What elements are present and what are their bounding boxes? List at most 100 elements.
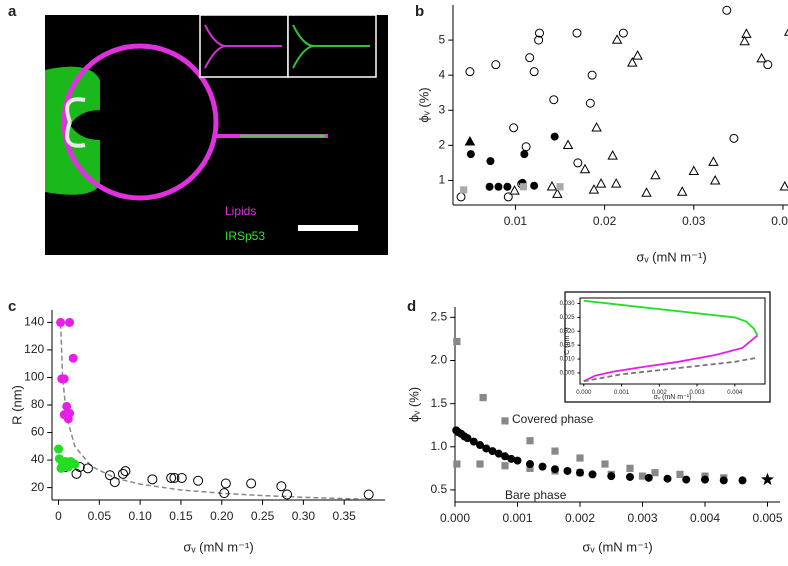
point (479, 393, 487, 402)
annotation: Bare phase (505, 488, 567, 502)
point (576, 468, 584, 477)
x-tick-label: 0.03 (682, 214, 706, 228)
panel-label: b (415, 3, 424, 20)
x-tick-label: 0.004 (690, 511, 720, 525)
point (552, 188, 563, 198)
x-tick-label: 0.000 (440, 511, 470, 525)
point (71, 468, 82, 479)
chart: 0.000 0.001 0.002 0.003 0.004 0.005 0.010 0.015… (560, 291, 771, 403)
point (610, 178, 622, 188)
point (519, 183, 528, 191)
point (453, 337, 461, 346)
point (538, 462, 547, 471)
point (526, 437, 534, 445)
point (456, 192, 466, 202)
point (682, 475, 691, 484)
x-tick-label: 0.001 (502, 511, 532, 525)
point (632, 50, 643, 60)
y-tick-label: 40 (31, 452, 45, 466)
line (583, 299, 759, 336)
point (576, 454, 584, 462)
x-tick-label: 0.005 (752, 511, 782, 525)
point (573, 158, 583, 168)
point (587, 70, 597, 80)
point (59, 374, 69, 384)
point (68, 353, 78, 363)
inset-protein-shape (292, 24, 370, 69)
point (276, 481, 287, 492)
point (521, 142, 531, 152)
y-tick-label: 0.025 (560, 315, 576, 321)
x-tick-label: 0.15 (169, 509, 193, 523)
point (453, 460, 461, 468)
chart: 0 0.05 0.10 0.15 0.20 0.25 0.30 0.35 20 40 60 80 100… (8, 298, 385, 554)
point (650, 169, 661, 180)
line (59, 323, 369, 501)
x-tick-label: 0.30 (292, 509, 316, 523)
point (501, 452, 509, 461)
inset-lipid-shape (204, 24, 282, 69)
point (783, 28, 788, 36)
point (460, 186, 468, 194)
panel-label: d (407, 298, 416, 315)
x-tick-label: 0 (55, 509, 62, 523)
point (551, 447, 559, 455)
point (491, 60, 501, 70)
point (572, 28, 582, 38)
point (534, 35, 544, 45)
scale-bar (298, 225, 358, 231)
point (82, 463, 93, 474)
point (618, 28, 628, 38)
point (722, 5, 732, 15)
point (503, 192, 513, 202)
point (551, 465, 559, 474)
point (663, 474, 672, 483)
point (591, 121, 602, 132)
point (509, 123, 519, 133)
point (756, 52, 767, 63)
point (529, 67, 539, 77)
point (550, 132, 559, 141)
point (761, 472, 774, 486)
point (638, 472, 647, 480)
point (563, 466, 572, 475)
point (466, 150, 475, 159)
point (176, 472, 187, 483)
plot-frame (579, 297, 766, 385)
point (503, 182, 512, 191)
x-tick-label: 0.002 (652, 390, 668, 396)
point (763, 60, 773, 70)
point (588, 184, 600, 194)
y-tick-label: 0.020 (560, 329, 576, 335)
chart: 0.010.020.030.040.0512345σᵥ (mN m⁻¹)ϕᵥ (… (415, 3, 788, 264)
y-tick-label: 120 (24, 342, 44, 356)
point (501, 417, 509, 425)
inset-frame (564, 291, 771, 403)
y-tick-label: 2.0 (431, 353, 448, 367)
point (611, 34, 623, 44)
point (739, 35, 750, 46)
y-axis-label: C (nm⁻¹) (564, 327, 571, 354)
point (246, 478, 257, 489)
point (219, 488, 230, 499)
y-tick-label: 2.5 (431, 310, 448, 324)
point (676, 186, 688, 196)
point (507, 454, 516, 463)
panel-label: c (8, 298, 16, 315)
point (549, 95, 559, 105)
point (627, 57, 638, 67)
point (701, 475, 709, 484)
point (169, 472, 180, 483)
point (220, 478, 231, 489)
contact (65, 97, 86, 123)
point (464, 136, 476, 146)
y-tick-label: 20 (31, 480, 45, 494)
point (109, 477, 120, 488)
point (526, 460, 534, 469)
point (469, 437, 478, 446)
y-tick-label: 140 (24, 315, 44, 329)
point (147, 474, 158, 485)
y-tick-label: 1.5 (431, 396, 448, 410)
point (104, 470, 115, 481)
x-tick-label: 0.02 (593, 214, 617, 228)
